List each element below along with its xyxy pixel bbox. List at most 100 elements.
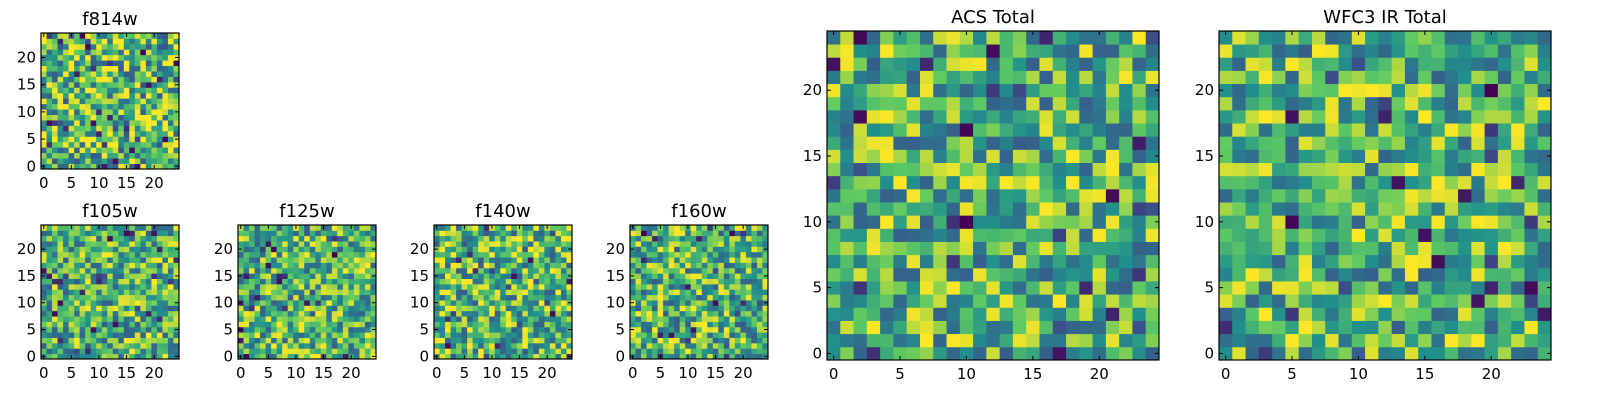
heatmap-cell <box>101 332 108 338</box>
heatmap-cell <box>933 281 947 295</box>
heatmap-cell <box>1052 188 1067 203</box>
heatmap-cell <box>145 109 152 115</box>
heatmap-cell <box>1391 267 1406 282</box>
heatmap-cell <box>145 103 152 110</box>
heatmap-cell <box>1012 202 1027 216</box>
heatmap-cell <box>129 158 136 164</box>
heatmap-cell <box>1105 188 1120 203</box>
heatmap-cell <box>96 147 103 154</box>
heatmap-cell <box>52 273 58 279</box>
heatmap-cell <box>946 31 961 45</box>
heatmap-cell <box>156 81 163 88</box>
heatmap-cell <box>46 321 53 328</box>
heatmap-cell <box>906 294 921 308</box>
heatmap-cell <box>337 225 344 231</box>
heatmap-cell <box>151 125 158 132</box>
heatmap-cell <box>167 81 174 88</box>
heatmap-cell <box>685 321 692 328</box>
heatmap-cell <box>112 316 119 322</box>
heatmap-cell <box>489 294 496 301</box>
heatmap-cell <box>472 257 479 263</box>
heatmap-cell <box>52 348 58 355</box>
heatmap-cell <box>74 267 81 274</box>
heatmap-cell <box>129 33 136 39</box>
heatmap-cell <box>282 267 289 274</box>
heatmap-cell <box>1219 307 1233 321</box>
heatmap-cell <box>1511 31 1525 45</box>
heatmap-cell <box>657 262 664 269</box>
heatmap-cell <box>646 230 653 237</box>
heatmap-cell <box>1219 123 1233 137</box>
heatmap-cell <box>1258 57 1273 71</box>
heatmap-cell <box>538 294 545 301</box>
heatmap-cell <box>690 251 697 258</box>
heatmap-cell <box>1325 109 1339 124</box>
heatmap-cell <box>260 246 266 253</box>
heatmap-cell <box>1404 188 1419 203</box>
heatmap-cell <box>129 300 136 306</box>
heatmap-cell <box>1079 109 1093 124</box>
heatmap-cell <box>123 283 130 290</box>
heatmap-cell <box>134 109 141 115</box>
heatmap-cell <box>46 305 53 312</box>
heatmap-cell <box>304 278 311 285</box>
heatmap-cell <box>145 289 152 296</box>
heatmap-cell <box>646 257 653 263</box>
heatmap-cell <box>1145 267 1160 282</box>
heatmap-cell <box>1365 96 1379 111</box>
heatmap-cell <box>96 103 103 110</box>
heatmap-cell <box>560 294 567 301</box>
heatmap-cell <box>1232 307 1246 321</box>
heatmap-cell <box>880 83 894 98</box>
heatmap-cell <box>657 230 664 237</box>
heatmap-cell <box>320 337 327 344</box>
heatmap-cell <box>1052 57 1067 71</box>
heatmap-cell <box>1258 254 1273 269</box>
heatmap-cell <box>674 321 681 328</box>
heatmap-cell <box>483 321 490 328</box>
heatmap-cell <box>641 353 647 360</box>
heatmap-cell <box>1132 96 1147 111</box>
heatmap-cell <box>555 241 562 247</box>
heatmap-cell <box>238 342 244 349</box>
heatmap-cell <box>129 294 136 301</box>
heatmap-cell <box>90 289 97 296</box>
heatmap-cell <box>1431 281 1446 295</box>
heatmap-cell <box>685 251 692 258</box>
heatmap-cell <box>238 235 244 242</box>
heatmap-cell <box>96 49 103 56</box>
heatmap-cell <box>134 71 141 77</box>
heatmap-cell <box>1012 281 1027 295</box>
heatmap-cell <box>1537 109 1552 124</box>
heatmap-cell <box>549 267 556 274</box>
heatmap-cell <box>533 289 540 296</box>
heatmap-cell <box>293 273 300 279</box>
heatmap-cell <box>1132 307 1147 321</box>
heatmap-cell <box>156 125 163 132</box>
heatmap-cell <box>1232 333 1246 348</box>
heatmap-cell <box>90 81 97 88</box>
heatmap-cell <box>353 267 360 274</box>
heatmap-cell <box>630 337 636 344</box>
heatmap-cell <box>1338 241 1353 256</box>
heatmap-cell <box>1039 44 1054 58</box>
heatmap-cell <box>505 235 512 242</box>
heatmap-cell <box>173 152 180 159</box>
heatmap-cell <box>129 98 136 105</box>
heatmap-cell <box>1039 202 1054 216</box>
heatmap-cell <box>1012 267 1027 282</box>
heatmap-cell <box>906 267 921 282</box>
heatmap-cell <box>919 267 934 282</box>
heatmap-cell <box>293 241 300 247</box>
heatmap-cell <box>701 262 708 269</box>
heatmap-cell <box>893 320 908 335</box>
heatmap-cell <box>68 49 75 56</box>
heatmap-cell <box>1092 136 1107 150</box>
heatmap-cell <box>1272 294 1286 308</box>
heatmap-cell <box>265 332 272 338</box>
heatmap-cell <box>1079 228 1093 242</box>
heatmap-cell <box>118 326 125 333</box>
heatmap-cell <box>304 300 311 306</box>
heatmap-cell <box>986 123 1001 137</box>
heatmap-cell <box>118 294 125 301</box>
